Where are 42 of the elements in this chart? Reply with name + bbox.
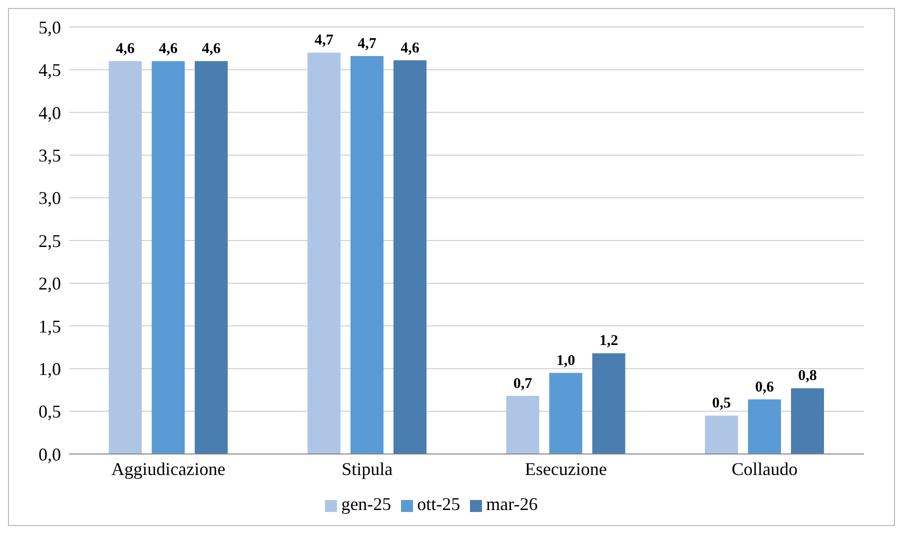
y-tick-label: 0,0	[38, 444, 61, 464]
data-label: 4,6	[400, 40, 420, 56]
bar	[394, 60, 426, 454]
bar	[705, 416, 738, 454]
data-label: 4,6	[116, 41, 136, 58]
y-tick-label: 2,5	[38, 230, 61, 251]
bar	[152, 61, 185, 454]
data-label: 0,8	[798, 368, 817, 384]
bar	[350, 56, 384, 454]
x-tick-label: Stipula	[342, 458, 393, 479]
bar	[308, 52, 340, 454]
bar	[549, 372, 582, 454]
bar	[592, 353, 626, 454]
y-tick-label: 5,0	[38, 17, 61, 38]
y-tick-label: 1,5	[38, 316, 61, 336]
data-label: 0,7	[513, 376, 533, 392]
y-tick-label: 4,0	[38, 102, 61, 123]
y-tick-label: 4,5	[38, 60, 61, 80]
x-tick-label: Collaudo	[732, 458, 798, 479]
bar	[506, 396, 540, 454]
legend-label: mar-26	[486, 494, 538, 514]
y-tick-label: 0,5	[38, 402, 61, 422]
bar	[791, 388, 824, 454]
y-tick-label: 3,0	[38, 188, 61, 208]
data-label: 4,6	[158, 41, 178, 58]
y-tick-label: 2,0	[38, 274, 61, 294]
legend-label: gen-25	[341, 494, 392, 514]
bar	[194, 61, 228, 454]
data-label: 4,6	[202, 41, 222, 58]
data-label: 4,7	[314, 32, 334, 49]
data-label: 1,2	[599, 333, 618, 350]
y-tick-label: 1,0	[38, 358, 61, 379]
data-label: 1,0	[556, 352, 576, 369]
x-tick-label: Esecuzione	[524, 458, 607, 479]
bar	[748, 399, 781, 454]
data-label: 0,5	[712, 396, 731, 412]
x-tick-label: Aggiudicazione	[111, 458, 226, 479]
legend-label: ott-25	[417, 494, 460, 514]
y-tick-label: 3,5	[38, 145, 61, 166]
data-label: 0,6	[755, 379, 774, 396]
data-label: 4,7	[358, 36, 377, 52]
bar	[108, 61, 142, 454]
